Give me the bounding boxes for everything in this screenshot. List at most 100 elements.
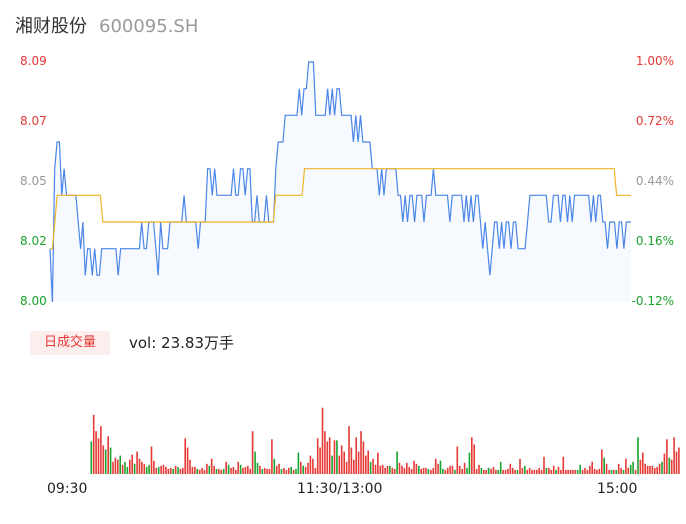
volume-bar xyxy=(218,468,220,474)
volume-bar xyxy=(454,469,456,474)
volume-value: vol: 23.83万手 xyxy=(129,334,234,352)
volume-bar xyxy=(393,468,396,474)
volume-bar xyxy=(598,468,601,474)
volume-bar xyxy=(461,468,463,474)
volume-bar xyxy=(133,463,136,474)
volume-bar xyxy=(170,467,172,474)
volume-bar xyxy=(292,469,295,474)
volume-bar xyxy=(261,468,264,474)
volume-bar xyxy=(372,458,374,474)
volume-bar xyxy=(288,467,290,474)
volume-bar xyxy=(273,458,276,474)
volume-bar xyxy=(109,447,112,474)
volume-bar xyxy=(615,469,618,474)
y-right-label-1: 0.72% xyxy=(635,114,674,128)
volume-bar xyxy=(107,436,109,474)
volume-bar xyxy=(367,450,369,474)
volume-bar xyxy=(637,437,639,474)
volume-bar xyxy=(360,431,362,474)
volume-bar xyxy=(499,461,502,474)
volume-bar xyxy=(247,465,249,474)
volume-bar xyxy=(237,461,239,474)
volume-bar xyxy=(244,466,247,474)
volume-bar xyxy=(545,467,548,474)
volume-bar xyxy=(552,465,555,474)
volume-bar xyxy=(309,455,312,474)
volume-bar xyxy=(521,467,524,474)
volume-bar xyxy=(622,469,625,474)
volume-bar xyxy=(157,466,160,474)
volume-bar xyxy=(627,467,630,474)
volume-bar xyxy=(495,469,497,474)
y-left-label-0: 8.09 xyxy=(20,54,47,68)
volume-bar xyxy=(355,437,357,474)
volume-bar xyxy=(613,469,615,474)
volume-bar xyxy=(574,469,577,474)
volume-bar xyxy=(649,465,651,474)
volume-bar xyxy=(138,458,141,474)
volume-bar xyxy=(225,461,227,474)
volume-bar xyxy=(124,461,126,474)
volume-bar xyxy=(651,465,654,474)
volume-bar xyxy=(514,469,516,474)
price-area-fill xyxy=(50,62,631,302)
volume-bar xyxy=(300,461,302,474)
price-chart-area xyxy=(49,61,631,303)
volume-bar xyxy=(533,469,536,474)
volume-bar xyxy=(389,465,391,474)
stock-name: 湘财股份 xyxy=(15,16,87,37)
volume-bar xyxy=(519,458,521,474)
volume-bar xyxy=(427,468,430,474)
volume-bar xyxy=(297,452,300,474)
volume-bar xyxy=(634,469,637,474)
volume-bar xyxy=(531,469,533,474)
volume-bar xyxy=(485,469,487,474)
price-line xyxy=(49,61,631,303)
volume-bar xyxy=(179,468,182,474)
volume-bar xyxy=(507,468,509,474)
volume-bar xyxy=(557,466,560,474)
volume-bar xyxy=(670,459,673,474)
volume-bar xyxy=(480,467,483,474)
volume-bar xyxy=(463,462,466,474)
volume-bar xyxy=(302,465,304,474)
volume-bar xyxy=(343,451,345,474)
volume-bar xyxy=(629,464,632,474)
volume-bar xyxy=(145,466,148,474)
volume-bar xyxy=(420,468,422,474)
y-left-label-2: 8.05 xyxy=(20,174,47,188)
volume-bar xyxy=(357,451,360,474)
volume-bar xyxy=(97,438,100,474)
volume-bar xyxy=(569,469,572,474)
volume-bar xyxy=(608,469,610,474)
volume-bar xyxy=(165,466,167,474)
volume-bar xyxy=(230,467,232,474)
y-right-label-0: 1.00% xyxy=(635,54,674,68)
volume-bar xyxy=(104,449,107,474)
y-right-label-2: 0.44% xyxy=(635,174,674,188)
volume-bar xyxy=(442,468,444,474)
volume-bar xyxy=(658,463,661,474)
volume-bar xyxy=(483,469,485,474)
volume-bar xyxy=(418,465,420,474)
volume-bar xyxy=(333,440,336,474)
volume-badge: 日成交量 xyxy=(30,331,110,355)
volume-bar xyxy=(210,458,213,474)
volume-bar xyxy=(213,465,215,474)
volume-bar xyxy=(425,467,427,474)
volume-bar xyxy=(538,467,540,474)
volume-bar xyxy=(661,461,663,474)
volume-bar xyxy=(201,467,203,474)
volume-bar xyxy=(386,465,389,474)
y-right-label-3: 0.16% xyxy=(635,234,674,248)
volume-bar xyxy=(242,467,244,474)
volume-bar xyxy=(374,464,377,474)
volume-bar xyxy=(403,467,406,474)
volume-bar xyxy=(617,463,620,474)
volume-bar xyxy=(369,461,372,474)
volume-bar xyxy=(567,469,569,474)
volume-bar xyxy=(437,463,439,474)
volume-bar xyxy=(413,460,415,474)
volume-bar xyxy=(564,469,567,474)
